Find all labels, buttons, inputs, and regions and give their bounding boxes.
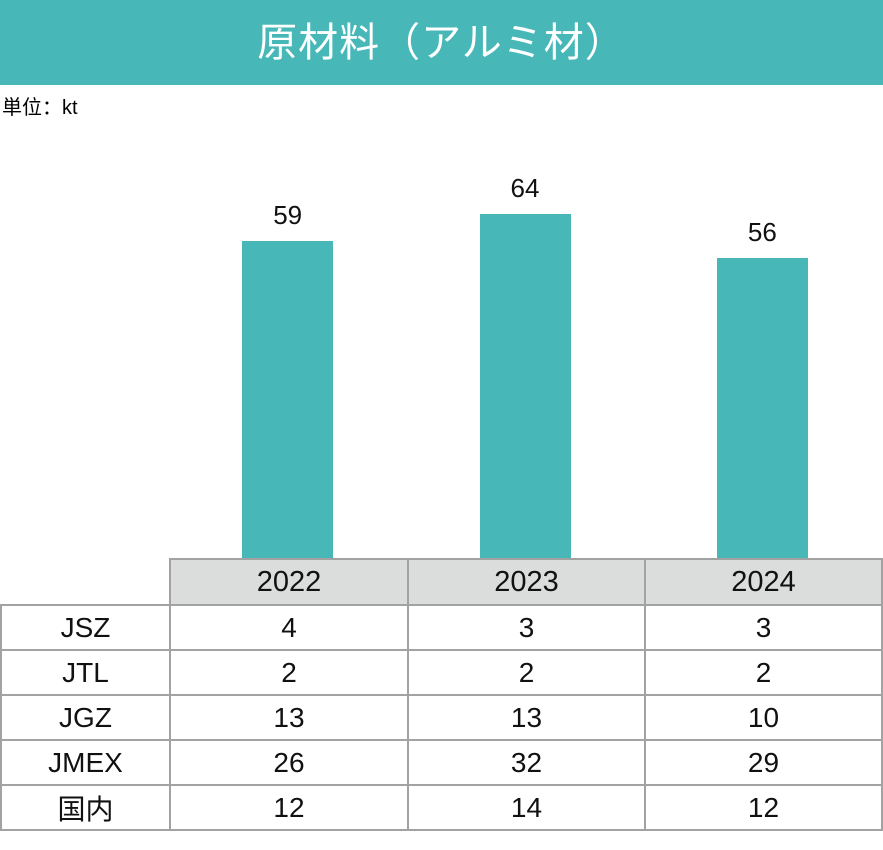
- row-label-cell: JGZ: [0, 694, 171, 741]
- value-cell-2024: 10: [644, 694, 883, 741]
- table-header-cell-2024: 2024: [644, 558, 883, 606]
- table-corner-cell: [1, 559, 170, 605]
- value-cell-2024: 29: [644, 739, 883, 786]
- row-label-cell: JMEX: [0, 739, 171, 786]
- table-body: JSZ 4 3 3 JTL 2 2 2 JGZ 13 13 10 JMEX 26 32 29 国内 12 14 12: [0, 604, 883, 831]
- value-cell-2023: 2: [407, 649, 646, 696]
- value-cell-2023: 3: [407, 604, 646, 651]
- table-row: JMEX 26 32 29: [0, 739, 883, 786]
- value-cell-2023: 32: [407, 739, 646, 786]
- row-label-cell: 国内: [0, 784, 171, 831]
- value-cell-2024: 12: [644, 784, 883, 831]
- bar-2022: [242, 241, 334, 560]
- bar-value-label-2024: 56: [747, 217, 777, 247]
- row-label-cell: JTL: [0, 649, 171, 696]
- table-header-cell-2022: 2022: [169, 558, 409, 606]
- bar-2024: [716, 258, 808, 560]
- bar-value-label-2022: 59: [273, 200, 303, 230]
- table-row: JGZ 13 13 10: [0, 694, 883, 741]
- table-row: JTL 2 2 2: [0, 649, 883, 696]
- bar-value-label-2023: 64: [510, 173, 540, 203]
- title-banner: 原材料（アルミ材）: [0, 0, 883, 85]
- table-header-row: 2022 2023 2024: [1, 558, 883, 606]
- row-label-cell: JSZ: [0, 604, 171, 651]
- value-cell-2022: 2: [169, 649, 409, 696]
- page-title: 原材料（アルミ材）: [257, 20, 626, 65]
- value-cell-2024: 3: [644, 604, 883, 651]
- value-cell-2022: 12: [169, 784, 409, 831]
- bar-2023: [479, 214, 571, 560]
- table-row: JSZ 4 3 3: [0, 604, 883, 651]
- value-cell-2024: 2: [644, 649, 883, 696]
- table-row: 2022 2023 2024: [1, 558, 883, 606]
- value-cell-2022: 13: [169, 694, 409, 741]
- table-row: 国内 12 14 12: [0, 784, 883, 831]
- data-table: 2022 2023 2024 JSZ 4 3 3 JTL 2 2 2 JGZ 13 13 10 JMEX 26…: [0, 558, 883, 831]
- value-cell-2022: 26: [169, 739, 409, 786]
- table-header-cell-2023: 2023: [407, 558, 646, 606]
- unit-label: 単位：kt: [2, 97, 78, 119]
- value-cell-2023: 13: [407, 694, 646, 741]
- value-cell-2023: 14: [407, 784, 646, 831]
- value-cell-2022: 4: [169, 604, 409, 651]
